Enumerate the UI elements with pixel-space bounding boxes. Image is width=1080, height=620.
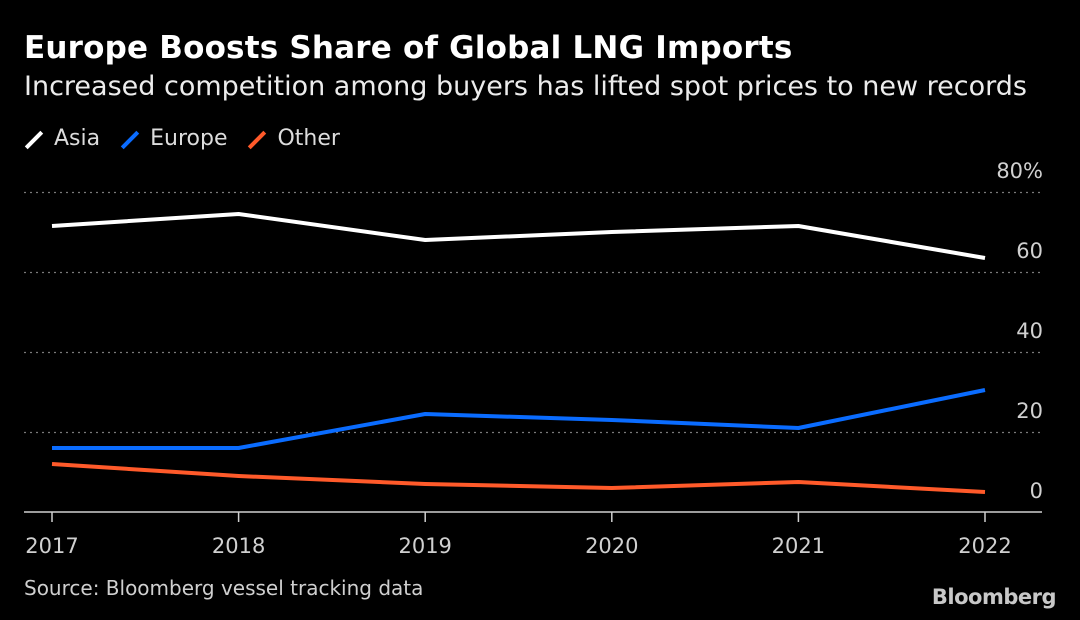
x-tick-label: 2018 xyxy=(212,534,265,558)
y-tick-label: 0 xyxy=(1030,479,1043,503)
y-tick-label: 80% xyxy=(996,159,1043,183)
x-tick-label: 2022 xyxy=(958,534,1011,558)
chart-subtitle: Increased competition among buyers has l… xyxy=(24,71,1027,102)
source-note: Source: Bloomberg vessel tracking data xyxy=(24,576,424,600)
legend-item-asia: Asia xyxy=(24,126,100,151)
legend-label-other: Other xyxy=(277,126,340,151)
legend-item-europe: Europe xyxy=(120,126,227,151)
x-tick-label: 2017 xyxy=(25,534,78,558)
bloomberg-logo: Bloomberg xyxy=(931,585,1057,609)
y-tick-label: 20 xyxy=(1016,399,1043,423)
chart-title: Europe Boosts Share of Global LNG Import… xyxy=(24,30,793,66)
series-line-other xyxy=(51,462,986,494)
series-line-europe xyxy=(52,388,986,450)
legend-label-asia: Asia xyxy=(54,126,101,151)
legend-item-other: Other xyxy=(247,126,339,151)
legend-label-europe: Europe xyxy=(150,126,228,151)
y-tick-label: 40 xyxy=(1016,319,1043,343)
series-line-asia xyxy=(51,212,986,260)
x-tick-label: 2021 xyxy=(772,534,825,558)
y-tick-label: 60 xyxy=(1016,239,1043,263)
legend: Asia Europe Other xyxy=(24,126,360,151)
x-tick-label: 2020 xyxy=(585,534,638,558)
x-tick-label: 2019 xyxy=(398,534,451,558)
